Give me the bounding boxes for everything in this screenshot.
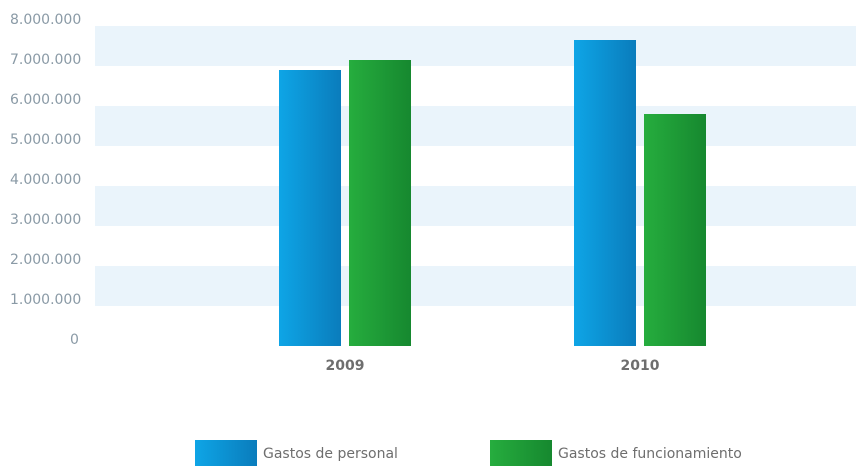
grid-band [95, 106, 856, 146]
bar [279, 70, 341, 346]
x-tick-label: 2010 [621, 358, 660, 374]
y-tick-label: 7.000.000 [10, 52, 81, 68]
legend-swatch [490, 440, 552, 466]
y-tick-label: 2.000.000 [10, 252, 81, 268]
y-tick-label: 4.000.000 [10, 172, 81, 188]
bar [574, 40, 636, 346]
y-tick-label: 3.000.000 [10, 212, 81, 228]
y-tick-label: 8.000.000 [10, 12, 81, 28]
legend-label: Gastos de personal [263, 446, 398, 462]
grid-band [95, 266, 856, 306]
y-tick-label: 1.000.000 [10, 292, 81, 308]
y-tick-label: 6.000.000 [10, 92, 81, 108]
legend-label: Gastos de funcionamiento [558, 446, 742, 462]
grid-band [95, 26, 856, 66]
bar [349, 60, 411, 346]
legend-swatch [195, 440, 257, 466]
y-tick-label: 0 [70, 332, 79, 348]
grid-band [95, 186, 856, 226]
x-tick-label: 2009 [326, 358, 365, 374]
y-tick-label: 5.000.000 [10, 132, 81, 148]
bar [644, 114, 706, 346]
